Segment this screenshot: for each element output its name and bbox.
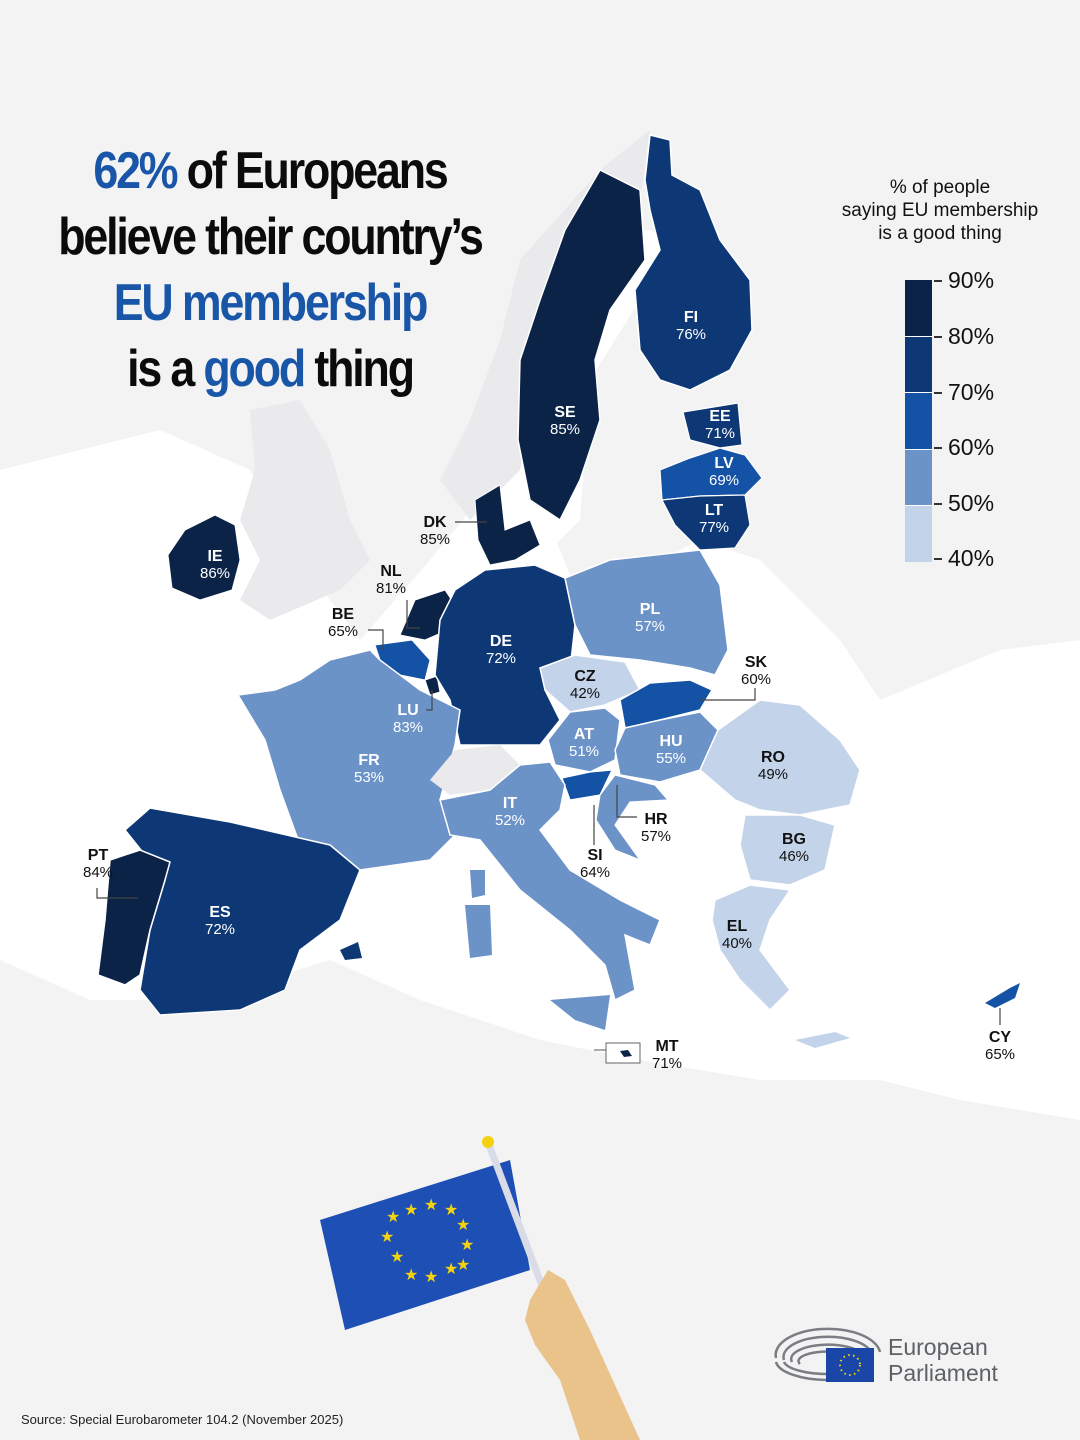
headline: 62% of Europeans believe their country’s… xyxy=(55,138,485,402)
legend-tick-label: 70% xyxy=(948,379,995,405)
legend-color-scale xyxy=(905,280,932,562)
country-se[interactable] xyxy=(517,169,646,522)
label-se: SE 85% xyxy=(549,404,581,438)
country-lt[interactable] xyxy=(661,494,751,551)
label-be: BE 65% xyxy=(327,606,359,640)
label-ee: EE 71% xyxy=(704,408,736,442)
european-parliament-logo xyxy=(774,1327,882,1382)
headline-highlight: good xyxy=(203,340,306,398)
legend-tick xyxy=(934,336,942,338)
country-cy[interactable] xyxy=(985,983,1020,1008)
legend-tick xyxy=(934,558,942,560)
country-cz[interactable] xyxy=(539,654,642,713)
label-cz: CZ 42% xyxy=(569,668,601,702)
legend-tick xyxy=(934,503,942,505)
legend-tick-label: 90% xyxy=(948,267,995,293)
legend-tick-label: 60% xyxy=(948,434,995,460)
legend-title-line: % of people xyxy=(889,177,991,198)
legend-title-line: saying EU membership xyxy=(841,200,1039,221)
legend-tick xyxy=(934,392,942,394)
country-ro[interactable] xyxy=(699,699,861,816)
country-el[interactable] xyxy=(711,884,792,1012)
label-ie: IE 86% xyxy=(199,548,231,582)
svg-text:★: ★ xyxy=(444,1259,458,1278)
label-si: SI 64% xyxy=(579,847,611,881)
label-dk: DK 85% xyxy=(419,514,451,548)
legend-bin-40-50 xyxy=(905,505,932,562)
label-nl: NL 81% xyxy=(375,563,407,597)
country-hr[interactable] xyxy=(595,774,670,862)
label-hr: HR 57% xyxy=(640,811,672,845)
country-ie[interactable] xyxy=(167,514,241,601)
legend-tick-label: 40% xyxy=(948,545,995,571)
svg-text:★: ★ xyxy=(460,1235,474,1254)
svg-text:★: ★ xyxy=(386,1207,400,1226)
label-at: AT 51% xyxy=(568,726,600,760)
svg-text:★: ★ xyxy=(456,1215,470,1234)
label-mt: MT 71% xyxy=(651,1038,683,1072)
label-hu: HU 55% xyxy=(655,733,687,767)
legend-tick xyxy=(934,447,942,449)
country-ee[interactable] xyxy=(682,402,743,449)
country-mt[interactable] xyxy=(620,1050,632,1057)
headline-text: is a xyxy=(127,340,204,398)
label-sk: SK 60% xyxy=(740,654,772,688)
label-de: DE 72% xyxy=(485,633,517,667)
eu-flag-illustration: ★ ★ ★ ★★★ ★★★ ★★★ xyxy=(320,1136,640,1440)
legend-bin-80-90 xyxy=(905,280,932,336)
headline-text: of Europeans xyxy=(176,142,449,200)
country-pt[interactable] xyxy=(97,849,171,986)
headline-text: thing xyxy=(304,340,415,398)
headline-line2: believe their country’s xyxy=(58,208,484,266)
country-bg[interactable] xyxy=(739,814,836,886)
legend-bin-60-70 xyxy=(905,392,932,449)
svg-text:★: ★ xyxy=(424,1267,438,1286)
country-fi[interactable] xyxy=(634,134,753,391)
country-it[interactable] xyxy=(439,761,661,1002)
legend-tick xyxy=(934,280,942,282)
label-it: IT 52% xyxy=(494,795,526,829)
label-lt: LT 77% xyxy=(698,502,730,536)
svg-text:★: ★ xyxy=(424,1195,438,1214)
legend-title-line: is a good thing xyxy=(878,223,1002,244)
svg-text:★: ★ xyxy=(404,1200,418,1219)
label-fi: FI 76% xyxy=(675,309,707,343)
svg-text:★: ★ xyxy=(390,1247,404,1266)
label-lv: LV 69% xyxy=(708,455,740,489)
svg-text:★: ★ xyxy=(456,1255,470,1274)
svg-text:★: ★ xyxy=(404,1265,418,1284)
label-cy: CY 65% xyxy=(984,1029,1016,1063)
source-note: Source: Special Eurobarometer 104.2 (Nov… xyxy=(21,1412,344,1427)
country-lu[interactable] xyxy=(424,675,441,696)
label-bg: BG 46% xyxy=(778,831,810,865)
label-fr: FR 53% xyxy=(353,752,385,786)
headline-stat: 62% xyxy=(93,142,178,200)
label-es: ES 72% xyxy=(204,904,236,938)
country-dk[interactable] xyxy=(474,484,541,566)
label-ro: RO 49% xyxy=(757,749,789,783)
uk-shape xyxy=(240,400,370,620)
label-el: EL 40% xyxy=(721,918,753,952)
country-de[interactable] xyxy=(434,564,576,746)
logo-line: Parliament xyxy=(888,1360,998,1386)
label-pl: PL 57% xyxy=(634,601,666,635)
legend-bin-50-60 xyxy=(905,448,932,506)
legend-tick-label: 50% xyxy=(948,490,995,516)
country-si[interactable] xyxy=(561,769,613,801)
legend-bin-70-80 xyxy=(905,335,932,393)
country-at[interactable] xyxy=(547,707,621,773)
legend-title: % of people saying EU membership is a go… xyxy=(810,176,1070,245)
svg-text:★: ★ xyxy=(380,1227,394,1246)
svg-text:★: ★ xyxy=(444,1200,458,1219)
legend-tick-label: 80% xyxy=(948,323,995,349)
headline-line3: EU membership xyxy=(113,274,429,332)
european-parliament-wordmark: European Parliament xyxy=(888,1334,998,1386)
country-pl[interactable] xyxy=(564,549,729,676)
label-lu: LU 83% xyxy=(392,702,424,736)
label-pt: PT 84% xyxy=(82,847,114,881)
logo-line: European xyxy=(888,1334,988,1360)
